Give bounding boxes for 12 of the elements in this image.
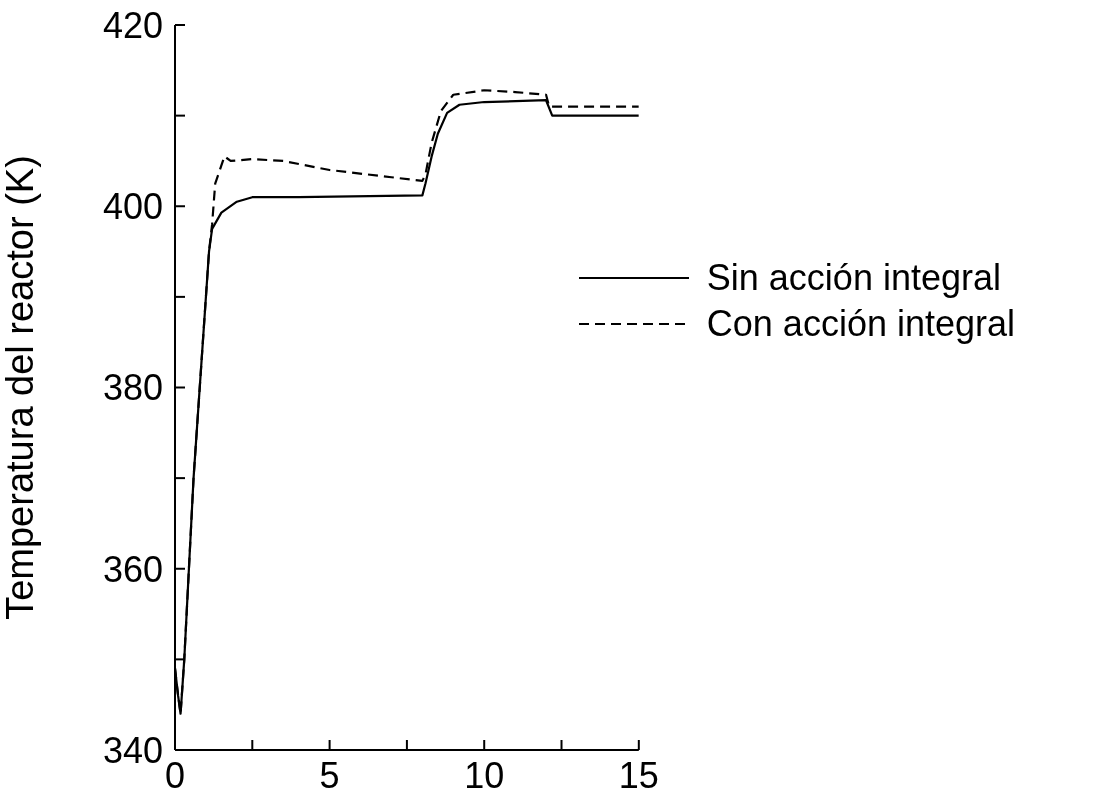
legend-label: Sin acción integral [706,257,1001,299]
legend-label: Con acción integral [706,303,1015,345]
y-tick-label: 340 [102,729,163,771]
y-tick-label: 360 [102,548,163,590]
y-tick-label: 420 [102,4,163,46]
y-tick-label: 380 [102,367,163,409]
x-tick-label: 15 [618,754,659,796]
x-tick-label: 5 [319,754,340,796]
y-axis-title: Temperatura del reactor (K) [0,155,42,620]
y-tick-label: 400 [102,186,163,228]
x-tick-label: 10 [464,754,505,796]
x-tick-label: 0 [164,754,186,796]
